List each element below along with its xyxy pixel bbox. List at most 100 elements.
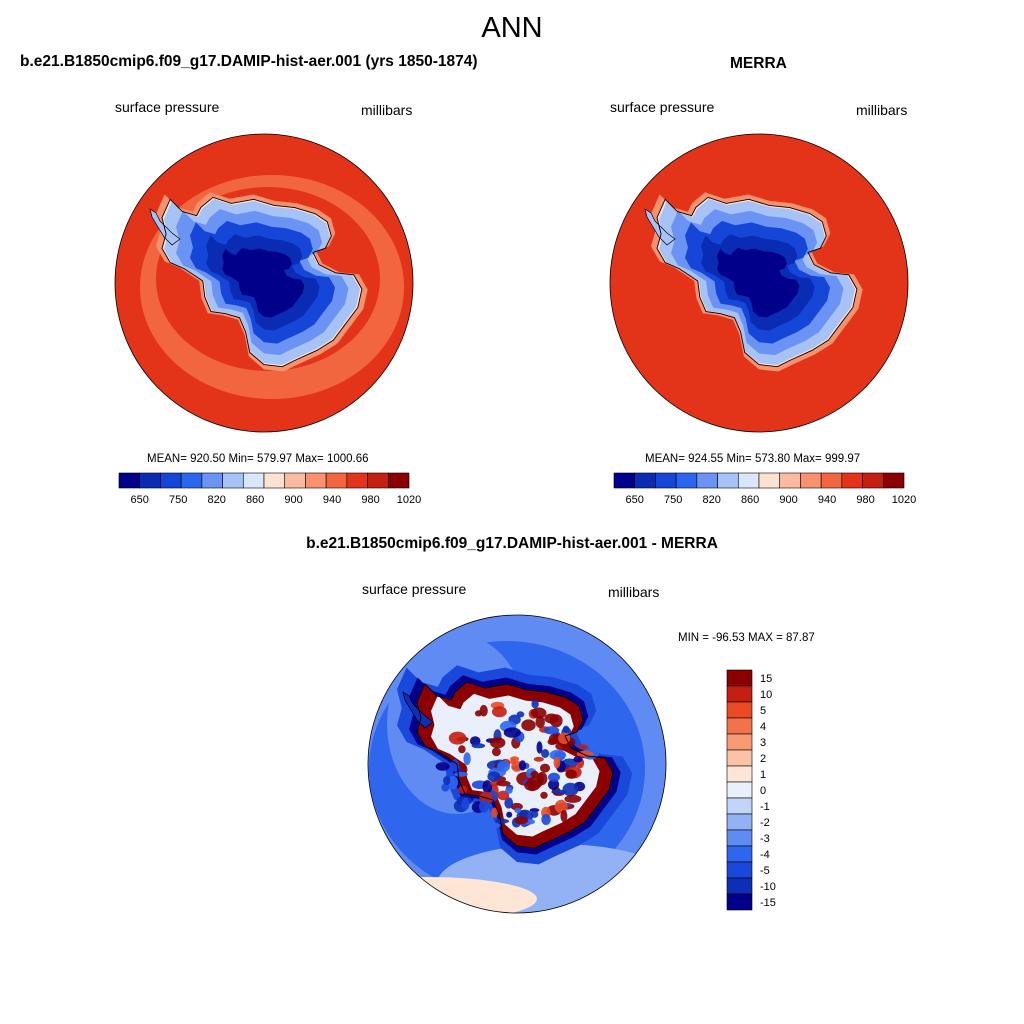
- diff-colorbar-tick-label: 4: [760, 721, 766, 733]
- model-coastline: [149, 208, 181, 246]
- diff-anomaly-patch: [533, 756, 544, 762]
- obs-colorbar-box: [634, 472, 656, 489]
- diff-anomaly-patch: [544, 713, 559, 724]
- diff-anomaly-patch: [463, 752, 471, 766]
- obs-panel-title: MERRA: [730, 55, 787, 72]
- diff-anomaly-patch: [548, 772, 560, 782]
- obs-colorbar-box: [862, 472, 884, 489]
- obs-colorbar-tick-label: 940: [818, 494, 836, 506]
- diff-peninsula: [403, 692, 433, 728]
- obs-colorbar-tick-label: 650: [626, 494, 644, 506]
- obs-coastline: [644, 208, 676, 246]
- diff-anomaly-patch: [530, 707, 547, 719]
- model-colorbar-tick-label: 820: [207, 494, 225, 506]
- obs-colorbar-tick-label: 820: [702, 494, 720, 506]
- diff-anomaly-patch: [560, 809, 568, 823]
- diff-anomaly-patch: [451, 759, 459, 773]
- model-colorbar-box: [387, 472, 410, 489]
- diff-anomaly-patch: [573, 756, 583, 763]
- diff-colorbar-tick-label: -3: [760, 833, 770, 845]
- diff-anomaly-patch: [562, 782, 579, 797]
- diff-colorbar-tick-label: 3: [760, 737, 766, 749]
- diff-anomaly-patch: [555, 742, 572, 751]
- diff-colorbar-box: [726, 701, 753, 719]
- diff-anomaly-patch: [491, 747, 501, 757]
- model-colorbar-tick-label: 750: [169, 494, 187, 506]
- diff-anomaly-patch: [471, 743, 486, 749]
- diff-anomaly-patch: [453, 771, 468, 777]
- model-map-border: [114, 133, 414, 433]
- diff-stats-label: MIN = -96.53 MAX = 87.87: [678, 632, 815, 644]
- diff-anomaly-patch: [458, 745, 466, 754]
- model-peninsula: [150, 209, 180, 245]
- diff-anomaly-patch: [487, 822, 501, 829]
- diff-anomaly-patch: [435, 762, 450, 771]
- diff-anomaly-patch: [541, 814, 551, 825]
- model-colorbar-box: [367, 472, 389, 489]
- obs-colorbar-box: [675, 472, 698, 489]
- model-colorbar-box: [305, 472, 327, 489]
- diff-colorbar-tick-label: 5: [760, 705, 766, 717]
- diff-anomaly-patch: [441, 783, 450, 792]
- model-colorbar-box: [284, 472, 306, 489]
- obs-colorbar-tick-label: 900: [779, 494, 797, 506]
- diff-colorbar-box: [726, 845, 753, 863]
- diff-colorbar-box: [726, 893, 753, 911]
- model-colorbar-box: [180, 472, 203, 489]
- obs-colorbar-box: [696, 472, 718, 489]
- obs-colorbar-box: [758, 472, 781, 489]
- model-colorbar-box: [222, 472, 244, 489]
- diff-anomaly-patch: [461, 798, 470, 810]
- diff-anomaly-patch: [443, 776, 451, 786]
- model-colorbar-box: [139, 472, 161, 489]
- diff-anomaly-patch: [577, 744, 589, 750]
- diff-anomaly-patch: [487, 771, 501, 782]
- diff-colorbar-tick-label: -5: [760, 865, 770, 877]
- obs-variable-label: surface pressure: [610, 99, 715, 115]
- diff-colorbar-box: [726, 669, 753, 687]
- model-colorbar-tick-label: 900: [284, 494, 302, 506]
- diff-anomaly-patch: [529, 808, 540, 813]
- obs-contour-band: [717, 247, 800, 318]
- diff-colorbar-tick-label: -1: [760, 801, 770, 813]
- obs-colorbar-box: [779, 472, 801, 489]
- diff-anomaly-patch: [448, 731, 467, 745]
- diff-coastline: [416, 681, 614, 849]
- diff-colorbar-tick-label: 15: [760, 673, 772, 685]
- diff-colorbar-box: [726, 861, 753, 879]
- obs-colorbar-box: [820, 472, 843, 489]
- obs-colorbar-box: [717, 472, 739, 489]
- diff-map: [368, 615, 666, 913]
- diff-anomaly-patch: [540, 763, 550, 773]
- diff-anomaly-patch: [503, 727, 521, 738]
- diff-map-border: [367, 614, 667, 914]
- diff-colorbar-box: [726, 733, 753, 751]
- diff-anomaly-patch: [491, 807, 498, 818]
- diff-anomaly-patch: [531, 699, 539, 709]
- diff-anomaly-patch: [564, 794, 582, 803]
- obs-units-label: millibars: [856, 102, 908, 118]
- diff-colorbar-box: [726, 781, 753, 799]
- obs-colorbar-tick-label: 980: [856, 494, 874, 506]
- model-panel-title: b.e21.B1850cmip6.f09_g17.DAMIP-hist-aer.…: [20, 53, 478, 70]
- obs-colorbar-box: [882, 472, 905, 489]
- model-colorbar-tick-label: 980: [361, 494, 379, 506]
- diff-panel-title: b.e21.B1850cmip6.f09_g17.DAMIP-hist-aer.…: [306, 535, 718, 552]
- diff-anomaly-patch: [547, 738, 557, 745]
- diff-anomaly-patch: [565, 769, 577, 779]
- model-contour-band: [222, 247, 305, 318]
- diff-coastline: [402, 691, 434, 729]
- obs-coastline: [656, 196, 858, 368]
- diff-anomaly-patch: [518, 760, 527, 771]
- model-stats-label: MEAN= 920.50 Min= 579.97 Max= 1000.66: [147, 453, 369, 465]
- diff-anomaly-patch: [576, 750, 594, 758]
- diff-anomaly-patch: [535, 716, 545, 728]
- diff-colorbar-tick-label: 10: [760, 689, 772, 701]
- diff-anomaly-patch: [521, 719, 536, 731]
- obs-map-border: [609, 133, 909, 433]
- diff-colorbar-box: [726, 877, 753, 895]
- model-colorbar-tick-label: 650: [131, 494, 149, 506]
- model-colorbar: 650 750 820 860 900 940 980 1020: [118, 472, 421, 506]
- diff-colorbar-tick-label: 0: [760, 785, 766, 797]
